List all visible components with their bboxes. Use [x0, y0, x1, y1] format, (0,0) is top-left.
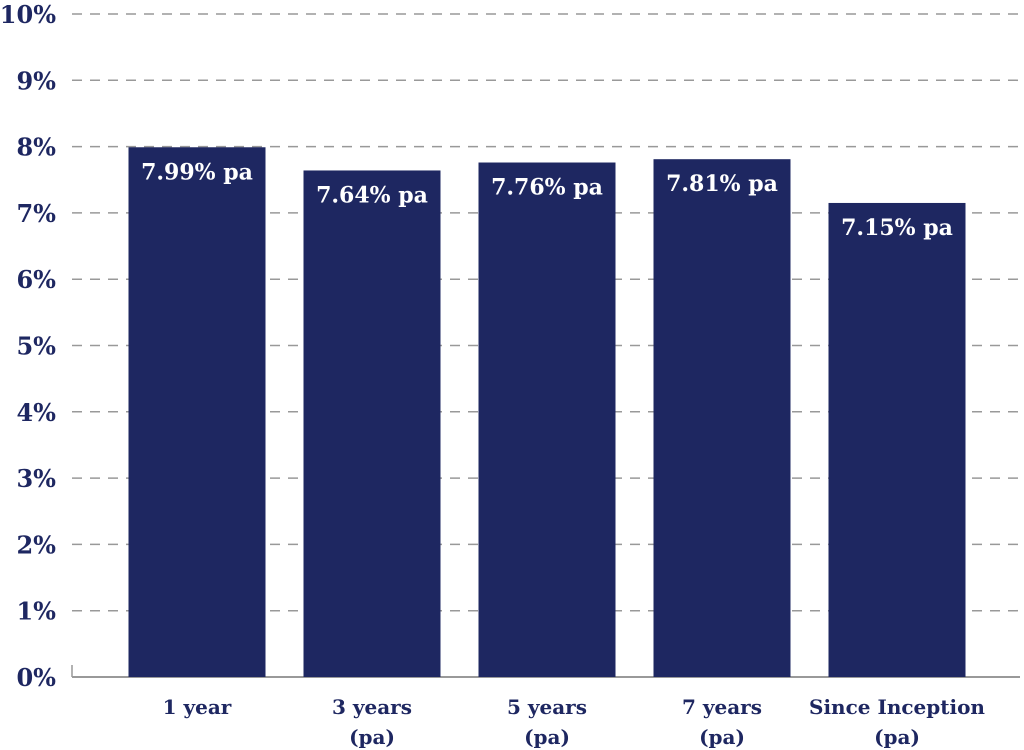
- bar: [653, 159, 791, 677]
- category-label-line: 3 years: [332, 695, 412, 719]
- category-label-line: (pa): [874, 725, 920, 749]
- y-tick-labels: 0% 1% 2% 3% 4% 5% 6% 7% 8% 9% 10%: [0, 0, 56, 692]
- category-label: Since Inception (pa): [809, 695, 985, 749]
- category-label-line: 7 years: [682, 695, 762, 719]
- bar: [303, 170, 441, 677]
- y-tick-label: 1%: [16, 597, 56, 626]
- y-tick-label: 4%: [16, 398, 56, 427]
- category-label-line: 5 years: [507, 695, 587, 719]
- category-label: 3 years (pa): [332, 695, 412, 749]
- bar: [478, 162, 616, 678]
- category-label: 7 years (pa): [682, 695, 762, 749]
- data-label: 7.15% pa: [841, 215, 953, 241]
- data-label: 7.76% pa: [491, 175, 603, 201]
- y-tick-label: 2%: [16, 530, 56, 559]
- data-label: 7.64% pa: [316, 182, 428, 208]
- category-label-line: 1 year: [163, 695, 232, 719]
- category-label-line: (pa): [699, 725, 745, 749]
- data-labels: 7.99% pa 7.64% pa 7.76% pa 7.81% pa 7.15% pa: [141, 159, 953, 241]
- y-tick-label: 9%: [16, 66, 56, 95]
- bar: [128, 147, 266, 677]
- y-tick-label: 0%: [16, 663, 56, 692]
- y-tick-label: 7%: [16, 199, 56, 228]
- bar: [828, 202, 966, 677]
- category-label-line: (pa): [349, 725, 395, 749]
- category-label-line: (pa): [524, 725, 570, 749]
- y-tick-label: 10%: [0, 0, 56, 29]
- data-label: 7.81% pa: [666, 171, 778, 197]
- y-tick-label: 8%: [16, 133, 56, 162]
- bars: [128, 147, 966, 678]
- category-label: 5 years (pa): [507, 695, 587, 749]
- category-label: 1 year: [163, 695, 232, 719]
- category-labels: 1 year 3 years(pa)5 years(pa)7 years(pa)S…: [163, 695, 986, 749]
- y-tick-label: 3%: [16, 464, 56, 493]
- data-label: 7.99% pa: [141, 159, 253, 185]
- category-label-line: Since Inception: [809, 695, 985, 719]
- y-tick-label: 6%: [16, 265, 56, 294]
- y-tick-label: 5%: [16, 332, 56, 361]
